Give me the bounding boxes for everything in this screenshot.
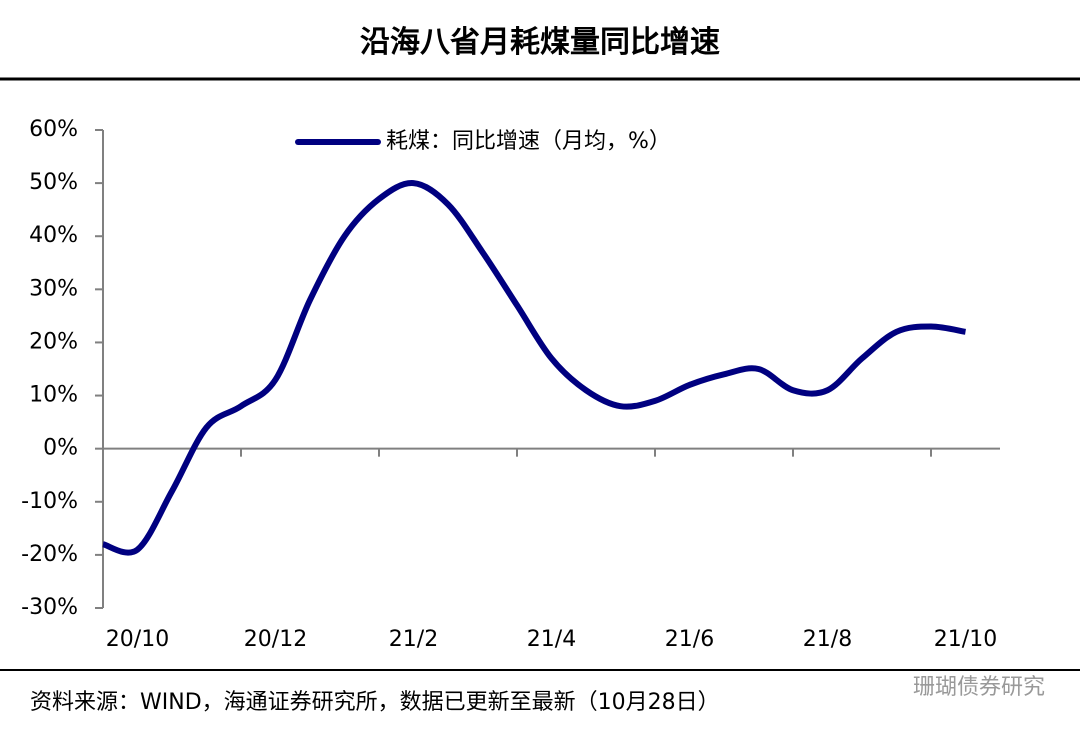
x-tick-label: 21/8 xyxy=(803,627,852,652)
y-tick-label: 60% xyxy=(29,117,78,142)
y-tick-label: -30% xyxy=(21,595,78,620)
watermark: 珊瑚债券研究 xyxy=(913,675,1045,700)
y-tick-label: 50% xyxy=(29,170,78,195)
y-tick-label: 10% xyxy=(29,383,78,408)
x-tick-label: 21/4 xyxy=(527,627,576,652)
y-tick-label: 0% xyxy=(43,436,78,461)
y-tick-label: 20% xyxy=(29,329,78,354)
chart-title: 沿海八省月耗煤量同比增速 xyxy=(360,25,720,60)
y-tick-label: -20% xyxy=(21,542,78,567)
x-tick-label: 21/2 xyxy=(389,627,438,652)
x-tick-label: 21/10 xyxy=(934,627,997,652)
x-tick-label: 21/6 xyxy=(665,627,714,652)
legend-label: 耗煤：同比增速（月均，%） xyxy=(386,129,671,154)
source-note: 资料来源：WIND，海通证券研究所，数据已更新至最新（10月28日） xyxy=(30,690,720,715)
x-tick-label: 20/12 xyxy=(244,627,307,652)
y-tick-label: 40% xyxy=(29,223,78,248)
y-tick-label: 30% xyxy=(29,276,78,301)
y-tick-label: -10% xyxy=(21,489,78,514)
series-line xyxy=(102,180,967,556)
x-tick-label: 20/10 xyxy=(106,627,169,652)
